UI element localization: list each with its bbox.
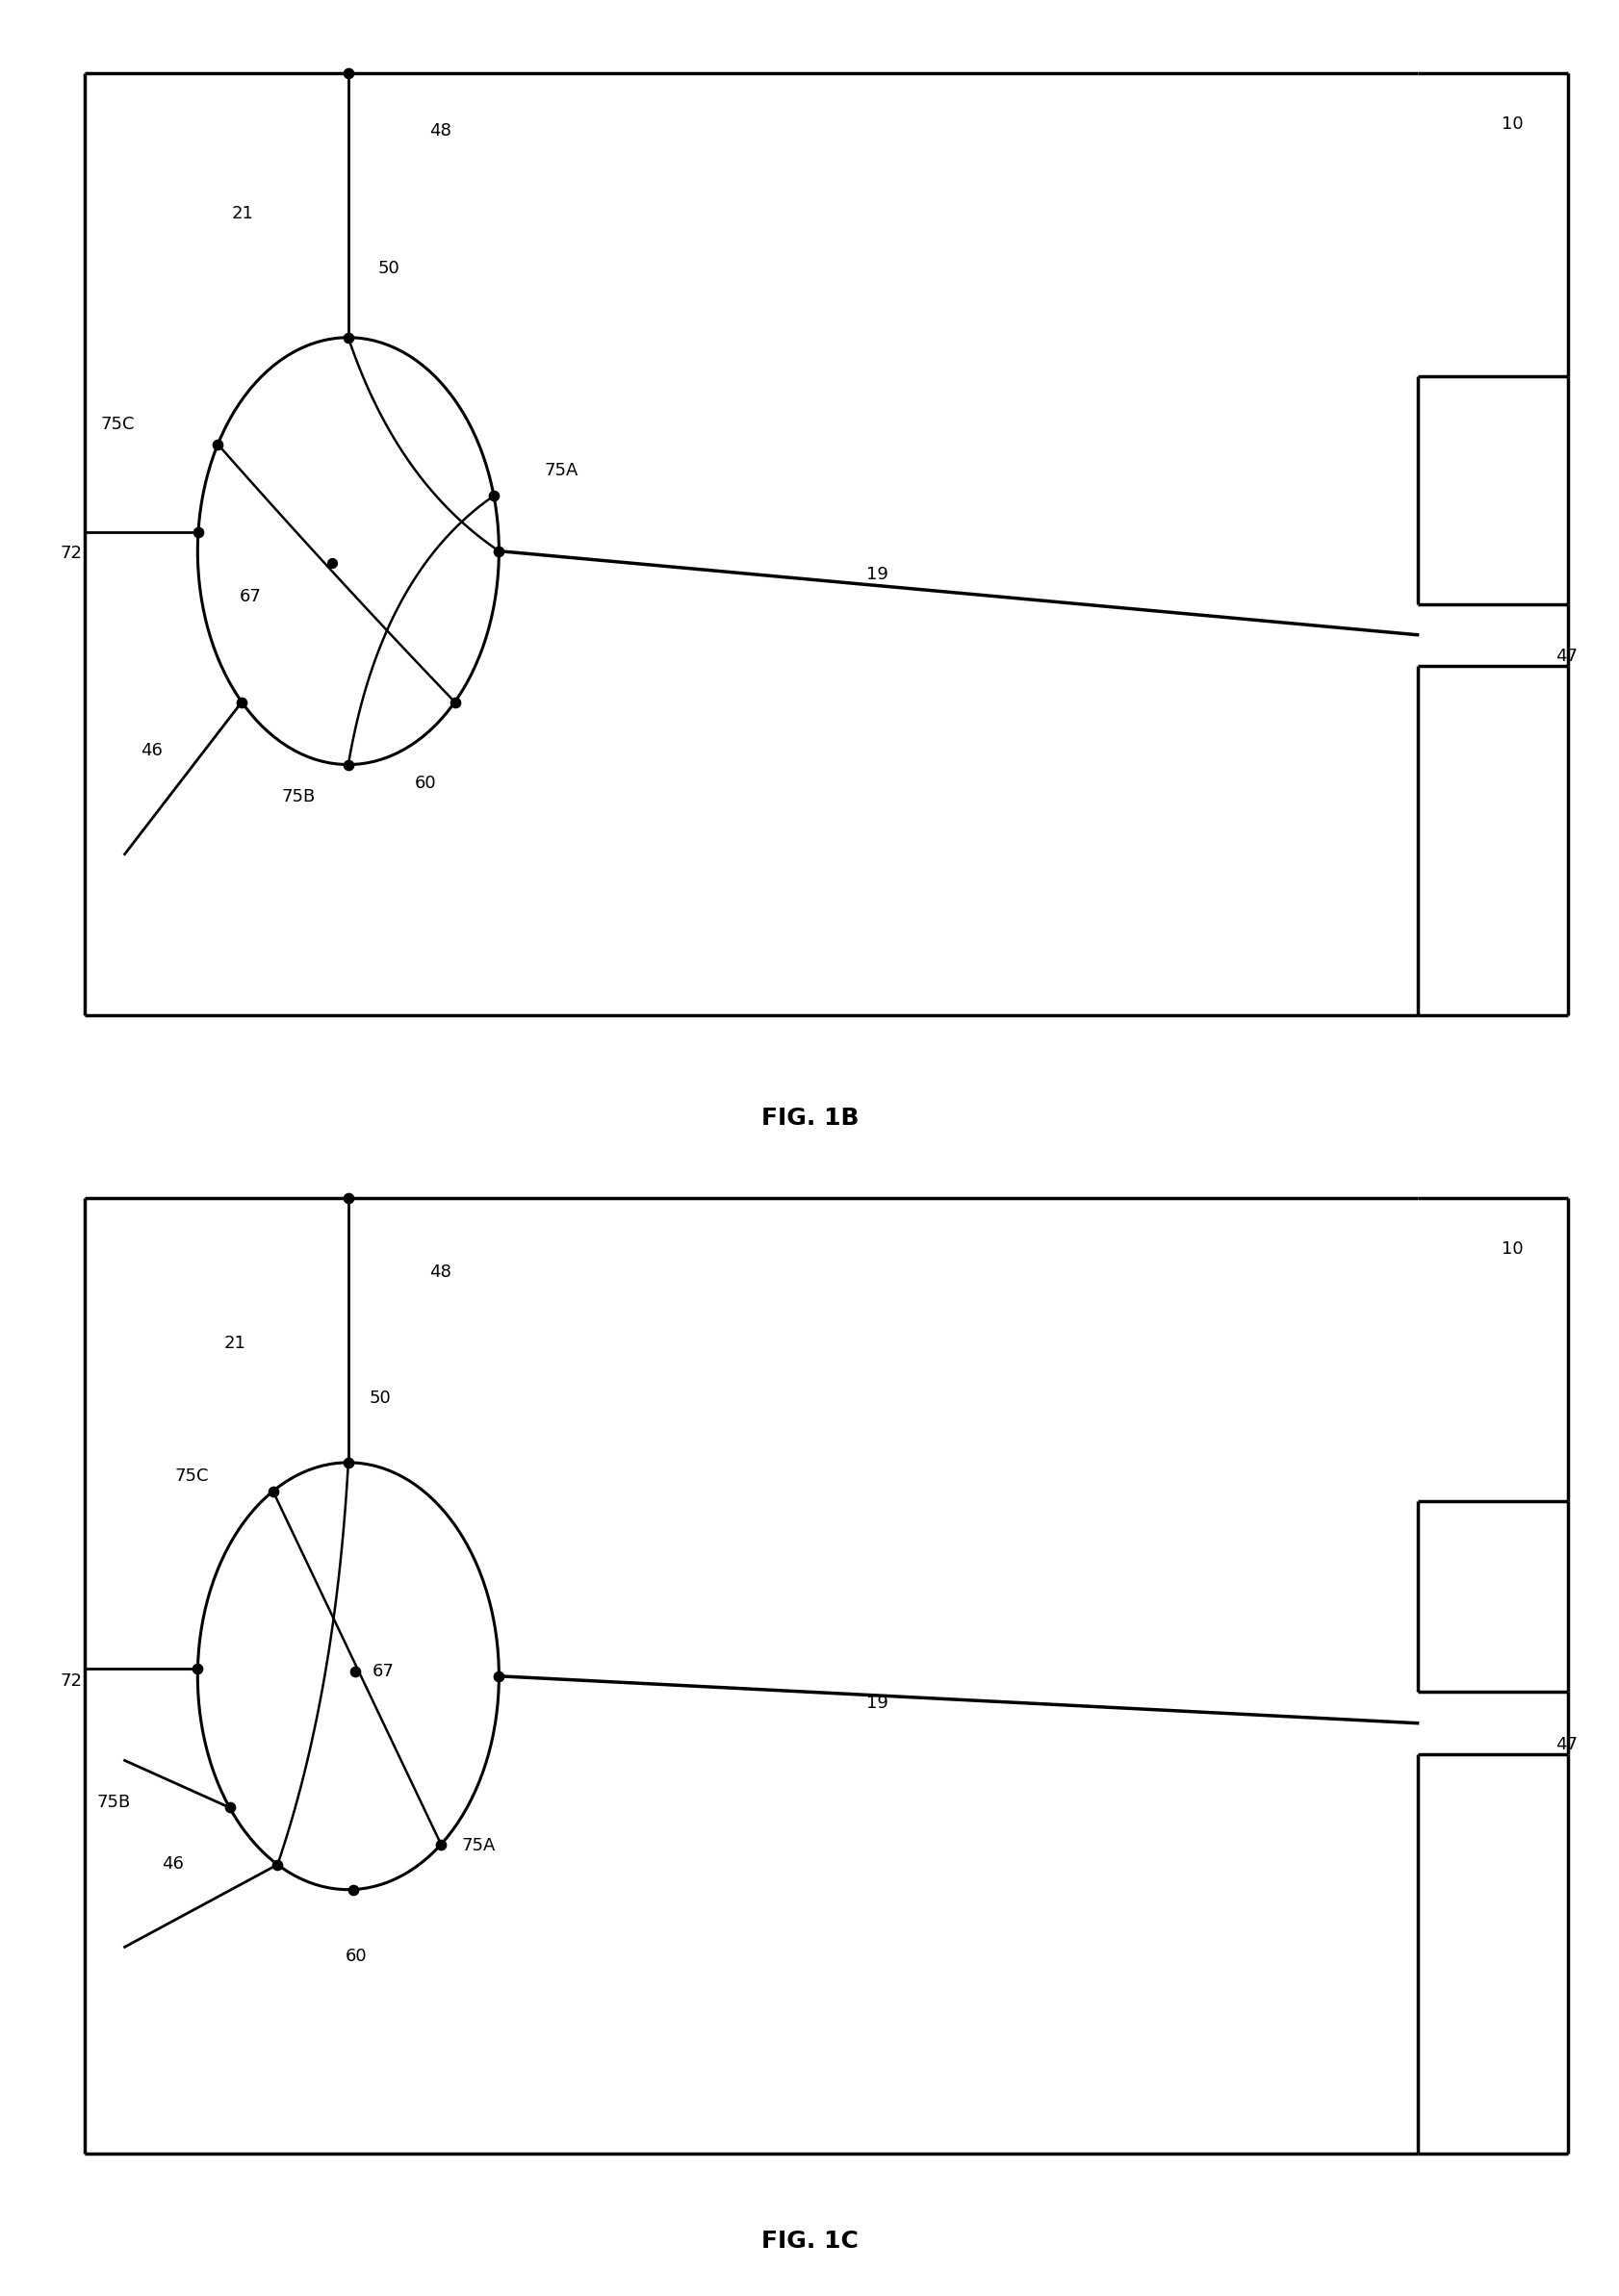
Point	[335, 319, 361, 356]
Point	[185, 1651, 210, 1688]
Text: 75A: 75A	[461, 1837, 495, 1855]
Point	[486, 1658, 512, 1694]
Point	[204, 427, 230, 464]
Text: 67: 67	[240, 588, 262, 606]
Text: 75B: 75B	[97, 1793, 131, 1812]
Text: 21: 21	[223, 1334, 246, 1352]
Text: 21: 21	[232, 204, 254, 223]
Point	[342, 1653, 368, 1690]
Text: 10: 10	[1501, 115, 1522, 133]
Text: FIG. 1B: FIG. 1B	[761, 1107, 858, 1130]
Text: 60: 60	[414, 774, 436, 792]
Text: 46: 46	[162, 1855, 185, 1874]
Point	[185, 514, 210, 551]
Point	[335, 746, 361, 783]
Point	[319, 544, 345, 581]
Text: 50: 50	[377, 259, 400, 278]
Text: 48: 48	[429, 1263, 452, 1281]
Point	[486, 533, 512, 569]
Point	[259, 1472, 285, 1508]
Text: 47: 47	[1554, 1736, 1577, 1754]
Text: 72: 72	[60, 544, 83, 563]
Text: 75B: 75B	[282, 788, 316, 806]
Point	[335, 55, 361, 92]
Text: 72: 72	[60, 1671, 83, 1690]
Text: 75C: 75C	[100, 416, 134, 434]
Text: 10: 10	[1501, 1240, 1522, 1258]
Point	[481, 478, 507, 514]
Point	[217, 1789, 243, 1825]
Text: FIG. 1C: FIG. 1C	[761, 2229, 858, 2252]
Point	[335, 1444, 361, 1481]
Point	[264, 1846, 290, 1883]
Point	[228, 684, 254, 721]
Text: 50: 50	[369, 1389, 392, 1407]
Point	[442, 684, 468, 721]
Text: 75A: 75A	[544, 461, 578, 480]
Text: 19: 19	[866, 565, 889, 583]
Text: 67: 67	[372, 1662, 395, 1681]
Text: 19: 19	[866, 1694, 889, 1713]
Point	[340, 1871, 366, 1908]
Text: 46: 46	[141, 742, 164, 760]
Point	[335, 1180, 361, 1217]
Point	[427, 1825, 453, 1862]
Text: 48: 48	[429, 122, 452, 140]
Text: 47: 47	[1554, 647, 1577, 666]
Text: 75C: 75C	[175, 1467, 209, 1486]
Text: 60: 60	[345, 1947, 366, 1965]
